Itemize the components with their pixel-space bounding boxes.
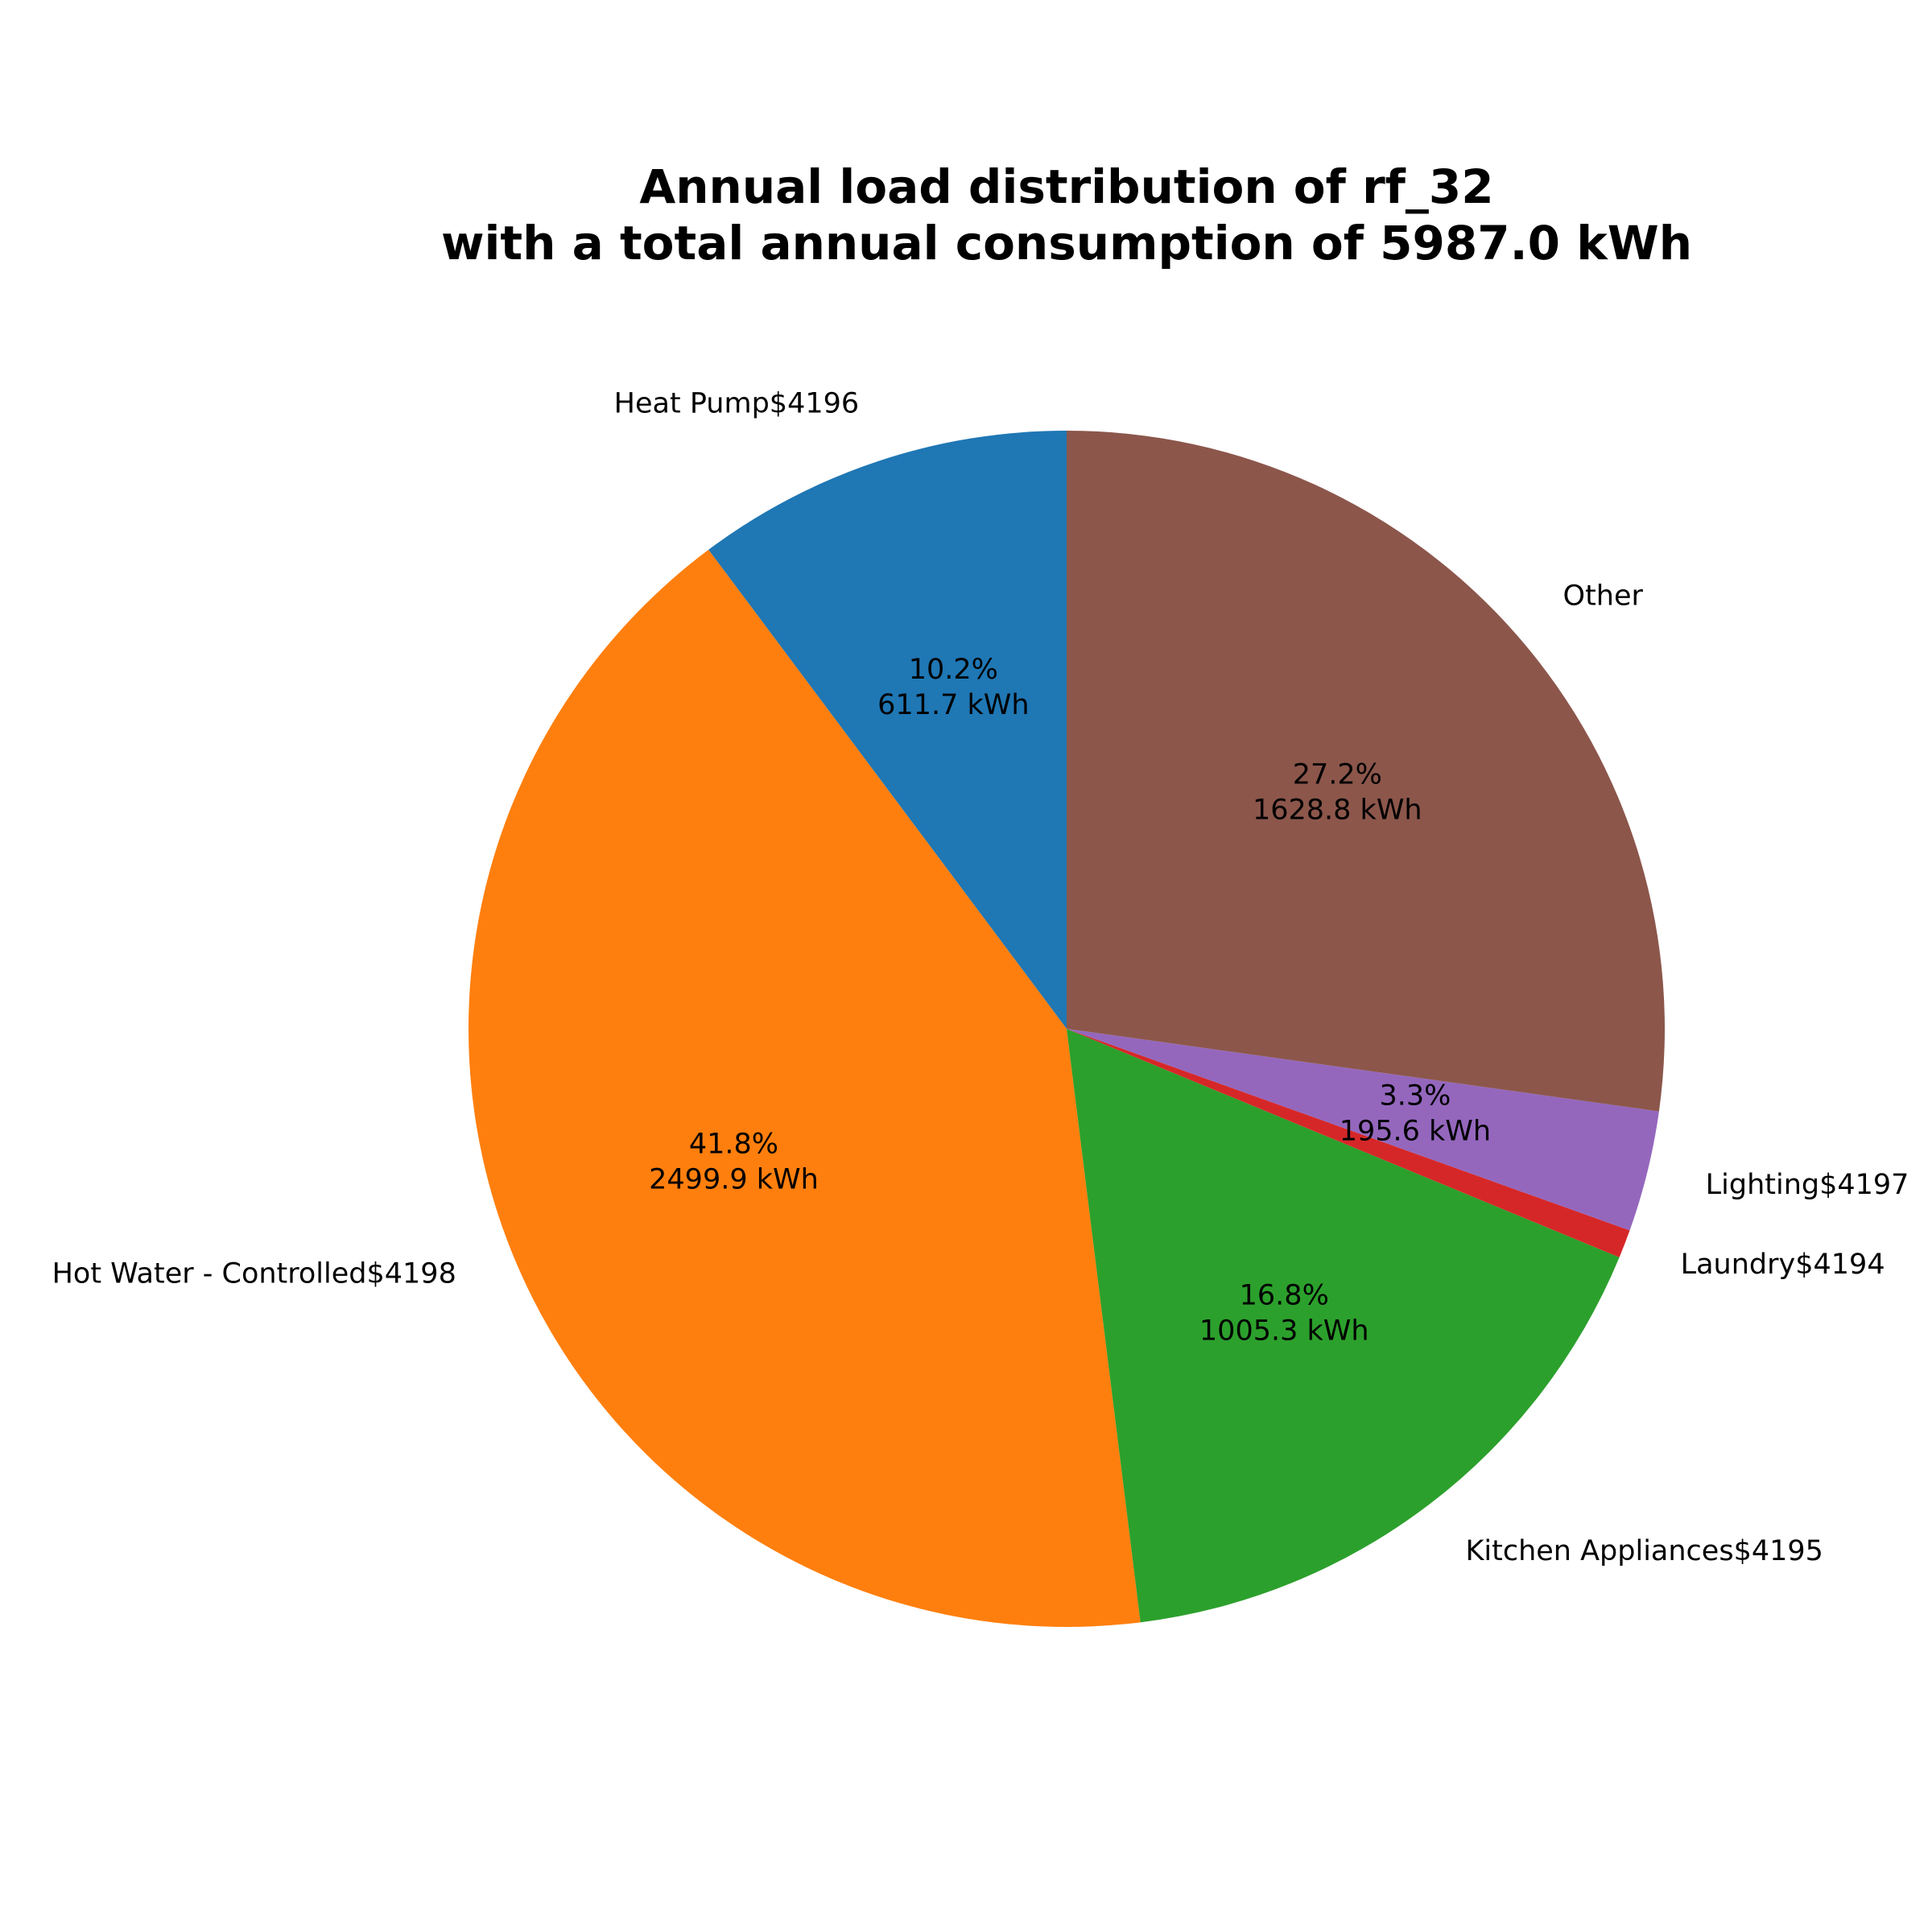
slice-category-label: Kitchen Appliances$4195 [1465,1535,1823,1567]
slice-percent-label: 16.8% [1240,1280,1329,1312]
slice-percent-label: 10.2% [909,654,998,686]
slice-percent-label: 41.8% [689,1129,778,1161]
slice-percent-label: 27.2% [1293,758,1382,791]
chart-title-line-2: with a total annual consumption of 5987.… [441,216,1692,270]
pie-slice-other [1067,431,1665,1112]
slice-value-label: 2499.9 kWh [649,1164,819,1196]
chart-title-line-1: Annual load distribution of rf_32 [639,159,1493,214]
pie-slices [468,431,1665,1627]
slice-value-label: 1005.3 kWh [1199,1315,1369,1348]
pie-slice-lighting-4197 [1067,1029,1659,1231]
slice-percent-label: 3.3% [1379,1080,1451,1112]
pie-slice-kitchen-appliances-4195 [1067,1029,1620,1623]
slice-value-label: 1628.8 kWh [1253,794,1422,826]
slice-category-label: Hot Water - Controlled$4198 [52,1257,456,1290]
slice-category-label: Lighting$4197 [1706,1169,1909,1201]
slice-value-label: 611.7 kWh [877,689,1029,721]
slice-category-label: Other [1563,580,1644,612]
pie-slice-hot-water-controlled-4198 [468,549,1141,1627]
slice-category-label: Heat Pump$4196 [614,387,859,419]
pie-slice-laundry-4194 [1067,1029,1630,1257]
pie-labels: Heat Pump$4196 10.2%611.7 kWh Hot Water - … [52,387,1909,1567]
pie-slice-heat-pump-4196 [708,431,1067,1029]
slice-category-label: Laundry$4194 [1681,1249,1885,1281]
slice-value-label: 195.6 kWh [1340,1115,1491,1147]
